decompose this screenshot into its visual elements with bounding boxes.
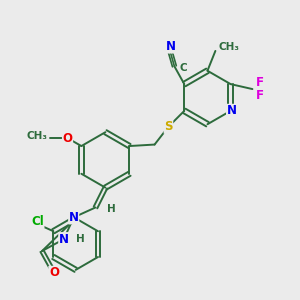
Text: N: N [59,233,69,246]
Text: O: O [49,266,59,279]
Text: F: F [255,88,263,101]
Text: N: N [69,211,79,224]
Text: C: C [179,63,187,73]
Text: H: H [76,234,84,244]
Text: CH₃: CH₃ [218,42,239,52]
Text: Cl: Cl [31,215,44,228]
Text: F: F [255,76,263,88]
Text: CH₃: CH₃ [27,131,48,141]
Text: S: S [164,120,173,133]
Text: H: H [107,204,116,214]
Text: O: O [62,132,73,145]
Text: N: N [226,104,237,117]
Text: N: N [165,40,176,53]
